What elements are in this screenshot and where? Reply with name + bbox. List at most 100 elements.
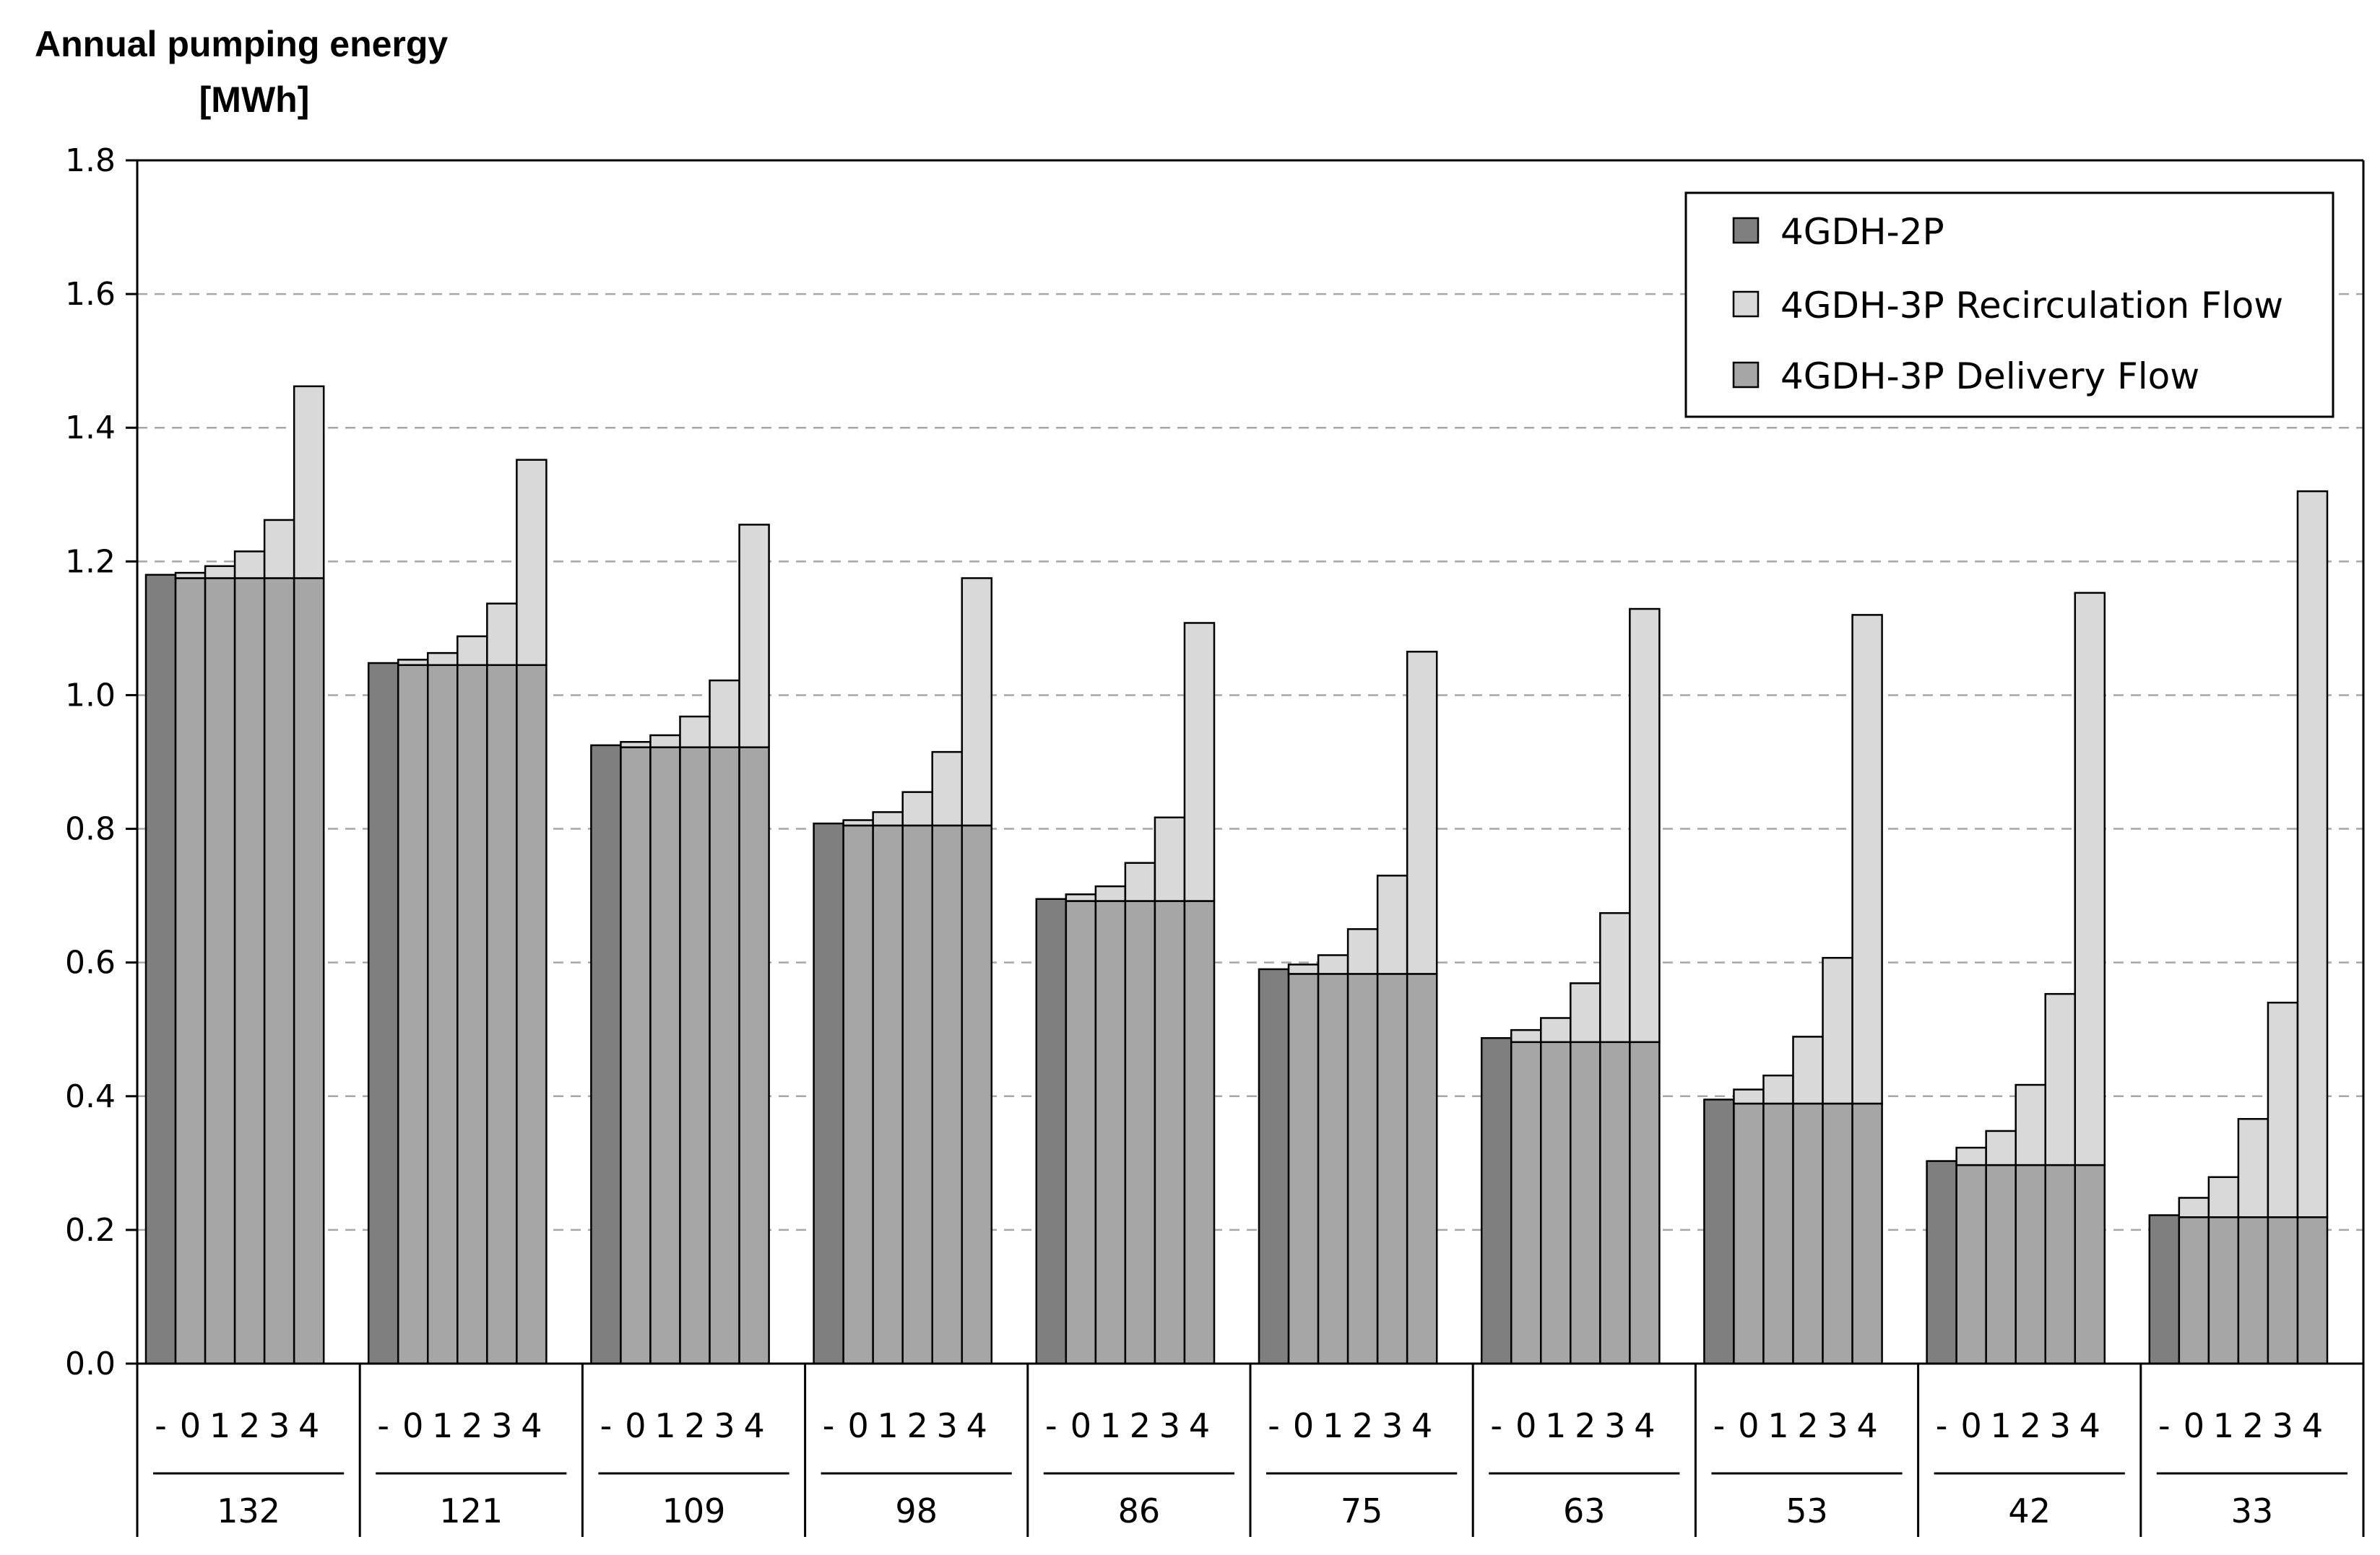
bar-4gdh-3p-delivery bbox=[263, 577, 295, 1365]
bar-4gdh-3p-recirculation bbox=[293, 385, 325, 579]
x-group-label: 121 bbox=[439, 1491, 503, 1530]
x-group-label: 33 bbox=[2231, 1491, 2274, 1530]
bar-4gdh-2p bbox=[367, 662, 399, 1365]
x-subcategory-label: 3 bbox=[1159, 1406, 1180, 1445]
x-subcategory-label: 3 bbox=[491, 1406, 512, 1445]
bar-4gdh-3p-delivery bbox=[1346, 973, 1379, 1365]
legend-label-recirculation: 4GDH-3P Recirculation Flow bbox=[1780, 285, 2283, 326]
y-tick-label: 0.0 bbox=[65, 1346, 116, 1382]
bar-4gdh-3p-delivery bbox=[1287, 973, 1320, 1365]
x-subcategory-label: 1 bbox=[1100, 1406, 1121, 1445]
bar-4gdh-3p-delivery bbox=[1570, 1041, 1601, 1365]
x-subcategory-label: 3 bbox=[269, 1406, 290, 1445]
bar-4gdh-3p-delivery bbox=[620, 746, 652, 1365]
axes bbox=[126, 159, 2365, 1537]
bar-4gdh-3p-delivery bbox=[901, 824, 933, 1365]
x-subcategory-label: 1 bbox=[1767, 1406, 1788, 1445]
bar-4gdh-3p-delivery bbox=[1629, 1041, 1661, 1365]
bar-4gdh-3p-delivery bbox=[1955, 1164, 1987, 1365]
y-tick-label: 0.8 bbox=[65, 811, 116, 848]
x-subcategory-label: 0 bbox=[848, 1406, 869, 1445]
bar-4gdh-3p-recirculation bbox=[1376, 875, 1408, 975]
bar-4gdh-2p bbox=[590, 744, 622, 1365]
x-subcategory-label: 0 bbox=[1738, 1406, 1759, 1445]
x-subcategory-label: - bbox=[1268, 1406, 1280, 1445]
x-subcategory-label: 1 bbox=[1991, 1406, 2012, 1445]
y-tick-label: 0.2 bbox=[65, 1212, 116, 1249]
bar-4gdh-3p-recirculation bbox=[516, 459, 548, 667]
bar-4gdh-3p-delivery bbox=[2267, 1216, 2299, 1365]
x-subcategory-label: 4 bbox=[1189, 1406, 1210, 1445]
bar-4gdh-3p-recirculation bbox=[486, 602, 518, 667]
x-subcategory-label: 4 bbox=[2080, 1406, 2100, 1445]
legend: 4GDH-2P 4GDH-3P Recirculation Flow 4GDH-… bbox=[1684, 191, 2334, 418]
x-subcategory-label: 4 bbox=[521, 1406, 542, 1445]
bar-4gdh-3p-recirculation bbox=[456, 635, 488, 667]
x-subcategory-label: - bbox=[155, 1406, 167, 1445]
bar-4gdh-3p-delivery bbox=[486, 664, 518, 1365]
bar-4gdh-3p-delivery bbox=[1599, 1041, 1631, 1365]
bar-4gdh-3p-recirculation bbox=[709, 679, 740, 748]
bar-4gdh-3p-delivery bbox=[1762, 1102, 1794, 1365]
bar-4gdh-3p-recirculation bbox=[961, 577, 993, 827]
x-subcategory-label: 1 bbox=[1545, 1406, 1566, 1445]
bar-4gdh-3p-delivery bbox=[649, 746, 681, 1365]
bar-4gdh-3p-delivery bbox=[1317, 973, 1349, 1365]
bar-4gdh-3p-delivery bbox=[233, 577, 266, 1365]
bar-4gdh-3p-recirculation bbox=[2015, 1083, 2046, 1166]
x-subcategory-label: 4 bbox=[743, 1406, 764, 1445]
bar-4gdh-3p-delivery bbox=[1733, 1102, 1765, 1365]
x-subcategory-label: 1 bbox=[432, 1406, 453, 1445]
bar-4gdh-3p-recirculation bbox=[1792, 1036, 1824, 1105]
x-subcategory-label: 1 bbox=[878, 1406, 899, 1445]
bar-4gdh-3p-recirculation bbox=[1317, 954, 1349, 975]
bar-4gdh-3p-delivery bbox=[842, 824, 874, 1365]
legend-label-two-pipe: 4GDH-2P bbox=[1780, 211, 1944, 253]
bar-4gdh-3p-recirculation bbox=[2178, 1197, 2210, 1218]
x-subcategory-label: 0 bbox=[180, 1406, 201, 1445]
x-subcategory-label: 2 bbox=[1352, 1406, 1373, 1445]
bar-4gdh-3p-delivery bbox=[2237, 1216, 2269, 1365]
x-group-label: 86 bbox=[1118, 1491, 1161, 1530]
x-subcategory-label: 1 bbox=[2213, 1406, 2234, 1445]
bar-4gdh-3p-delivery bbox=[427, 664, 459, 1365]
bar-4gdh-2p bbox=[1258, 968, 1290, 1365]
x-subcategory-label: 4 bbox=[1411, 1406, 1432, 1445]
bar-4gdh-3p-recirculation bbox=[2074, 592, 2106, 1166]
x-subcategory-label: 2 bbox=[462, 1406, 483, 1445]
bar-4gdh-2p bbox=[1035, 898, 1068, 1365]
legend-label-delivery: 4GDH-3P Delivery Flow bbox=[1780, 355, 2199, 397]
x-subcategory-label: - bbox=[2158, 1406, 2171, 1445]
bar-4gdh-3p-recirculation bbox=[931, 750, 964, 827]
bar-4gdh-3p-recirculation bbox=[738, 524, 770, 748]
bar-4gdh-3p-recirculation bbox=[2267, 1001, 2299, 1218]
x-subcategory-label: 0 bbox=[2184, 1406, 2204, 1445]
bar-4gdh-3p-delivery bbox=[1792, 1102, 1824, 1365]
legend-box bbox=[1684, 191, 2334, 418]
bar-4gdh-3p-recirculation bbox=[1124, 862, 1156, 902]
x-subcategory-label: 3 bbox=[937, 1406, 958, 1445]
x-subcategory-label: - bbox=[1713, 1406, 1726, 1445]
bar-4gdh-3p-delivery bbox=[1822, 1102, 1853, 1365]
bar-4gdh-3p-delivery bbox=[1124, 900, 1156, 1365]
bar-4gdh-3p-delivery bbox=[516, 664, 548, 1365]
x-subcategory-label: 2 bbox=[684, 1406, 705, 1445]
bar-4gdh-3p-recirculation bbox=[204, 565, 236, 579]
bar-4gdh-3p-recirculation bbox=[1733, 1088, 1765, 1105]
x-group-label: 53 bbox=[1786, 1491, 1828, 1530]
bar-4gdh-3p-delivery bbox=[397, 664, 429, 1365]
bar-4gdh-3p-delivery bbox=[2074, 1164, 2106, 1365]
bar-4gdh-3p-delivery bbox=[293, 577, 325, 1365]
bar-4gdh-3p-recirculation bbox=[1406, 651, 1438, 975]
x-subcategory-label: 3 bbox=[1827, 1406, 1848, 1445]
bar-4gdh-2p bbox=[1703, 1099, 1735, 1365]
x-subcategory-label: 0 bbox=[1515, 1406, 1536, 1445]
x-subcategory-label: 3 bbox=[1604, 1406, 1625, 1445]
x-subcategory-label: 2 bbox=[2020, 1406, 2041, 1445]
bar-4gdh-3p-delivery bbox=[2207, 1216, 2240, 1365]
bar-4gdh-3p-delivery bbox=[931, 824, 964, 1365]
bar-4gdh-3p-recirculation bbox=[1629, 607, 1661, 1044]
bar-4gdh-3p-recirculation bbox=[263, 519, 295, 579]
bar-4gdh-2p bbox=[1480, 1037, 1513, 1365]
bar-4gdh-3p-delivery bbox=[1540, 1041, 1572, 1365]
